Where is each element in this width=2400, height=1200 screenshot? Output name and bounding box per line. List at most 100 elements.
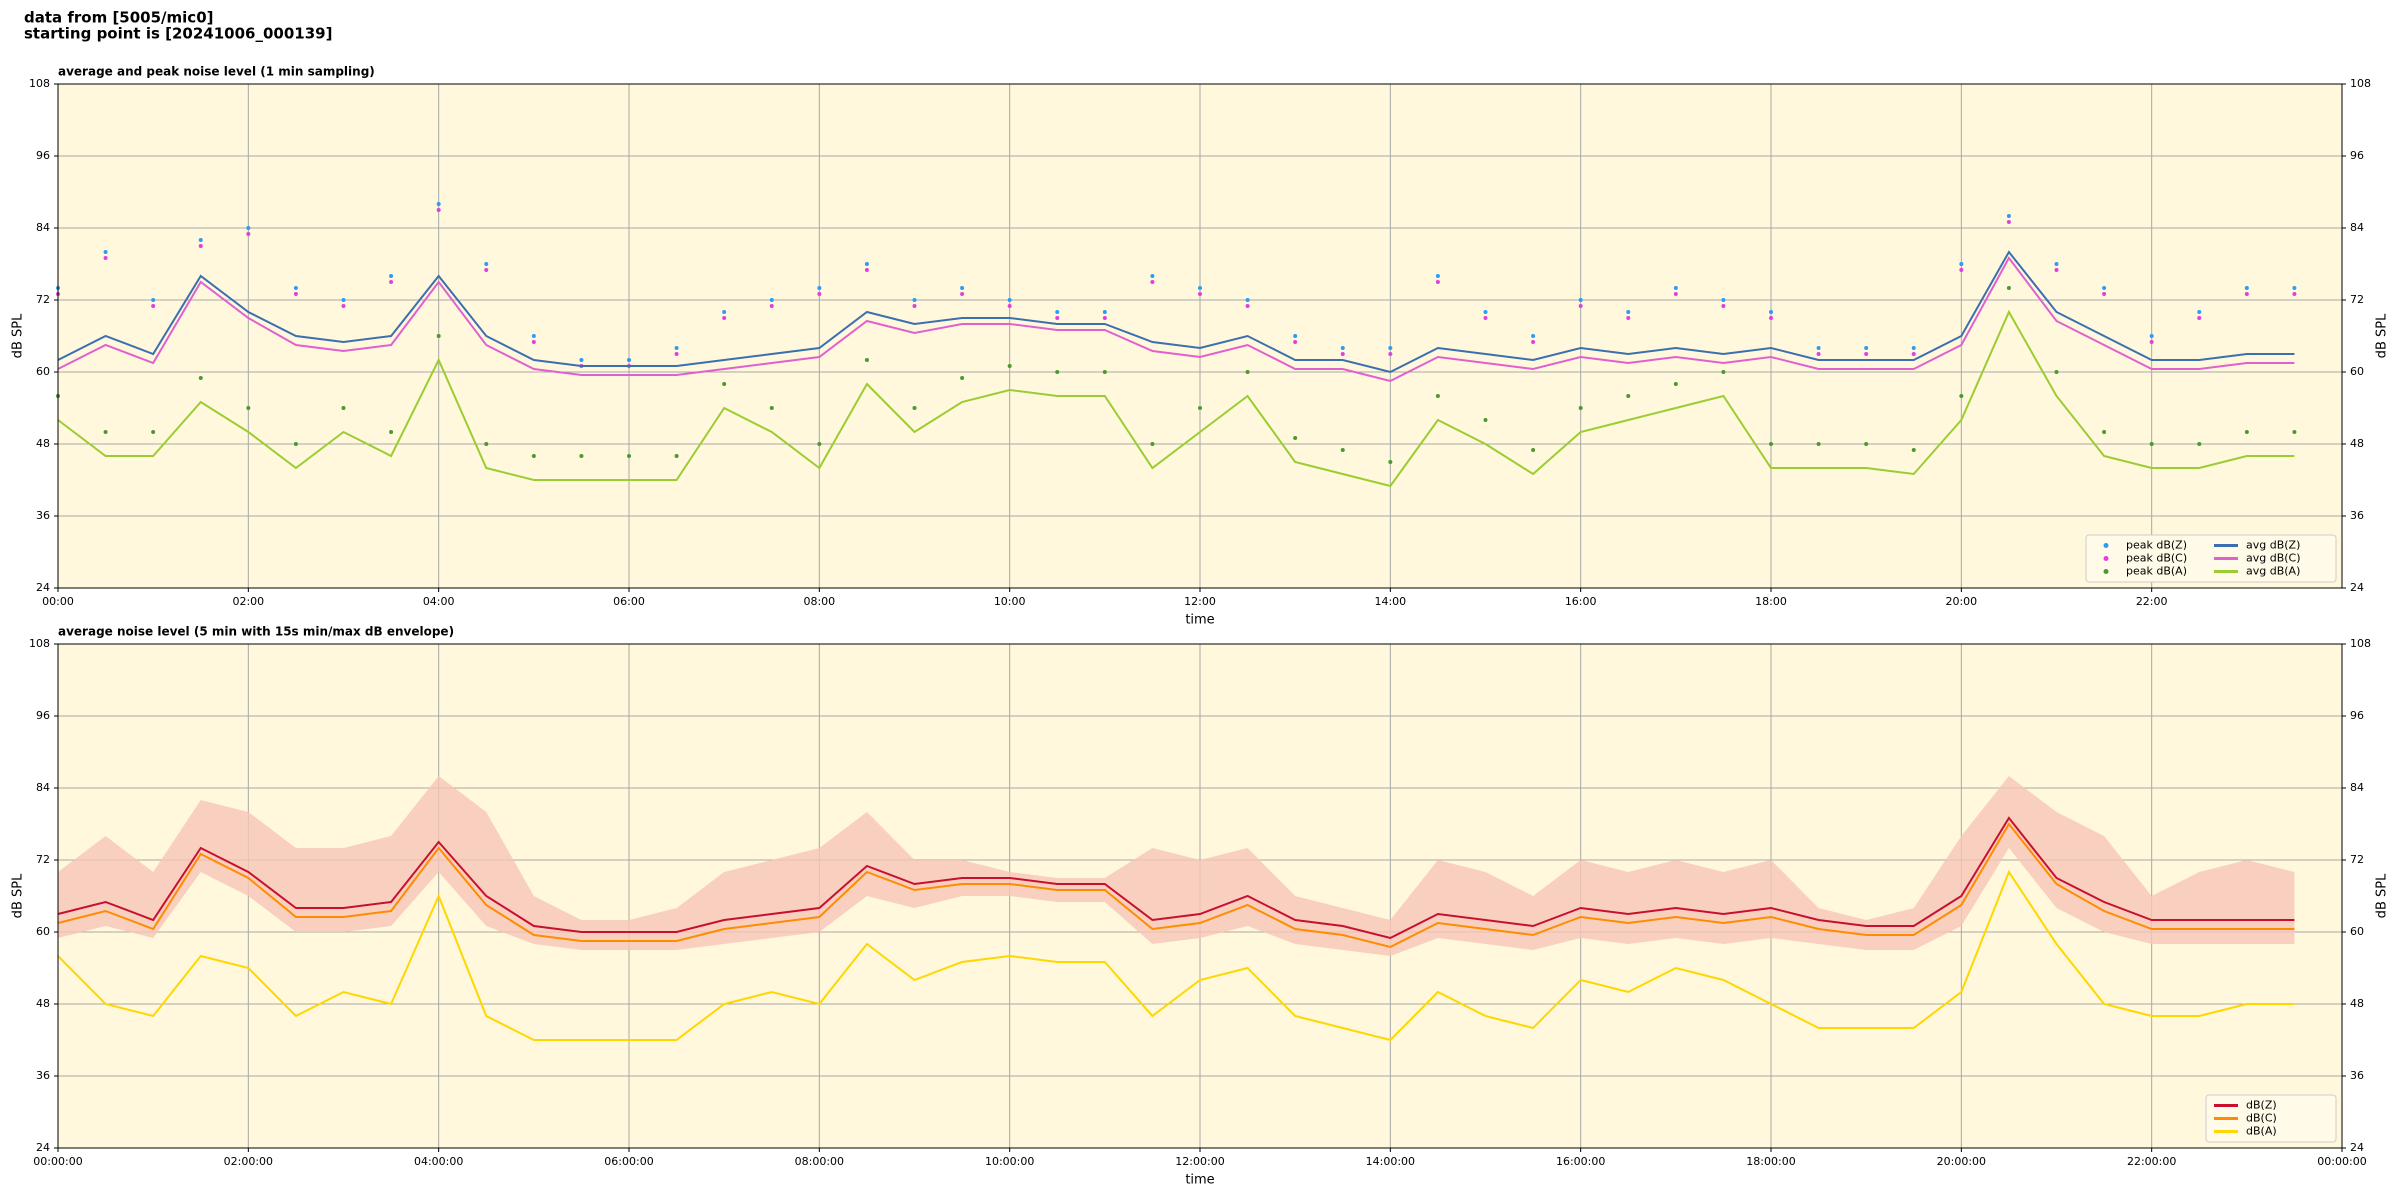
- y-axis-label: dB SPL: [11, 313, 26, 358]
- peak-point: [1293, 334, 1298, 338]
- peak-point: [1388, 352, 1393, 356]
- peak-point: [2054, 268, 2059, 272]
- peak-point: [1007, 304, 1012, 308]
- series-line: [57, 250, 2295, 374]
- x-tick-label: 12:00:00: [1175, 1155, 1224, 1168]
- x-tick-label: 18:00:00: [1746, 1155, 1795, 1168]
- peak-point: [1911, 448, 1916, 452]
- peak-point: [1673, 286, 1678, 290]
- y2-tick-label: 72: [2350, 853, 2364, 866]
- peak-point: [2006, 220, 2011, 224]
- peak-point: [293, 286, 298, 290]
- peak-point: [2292, 292, 2297, 296]
- peak-point: [864, 262, 869, 266]
- peak-point: [436, 202, 441, 206]
- x-tick-label: 14:00:00: [1366, 1155, 1415, 1168]
- peak-point: [151, 304, 156, 308]
- peak-point: [674, 346, 679, 350]
- peak-point: [2197, 316, 2202, 320]
- y2-tick-label: 96: [2350, 149, 2364, 162]
- x-tick-label: 02:00:00: [224, 1155, 273, 1168]
- x-tick-label: 20:00: [1945, 595, 1977, 608]
- peak-point: [1198, 292, 1202, 296]
- peak-point: [1483, 310, 1488, 314]
- peak-point: [1816, 346, 1821, 350]
- peak-point: [1626, 394, 1631, 398]
- x-tick-label: 20:00:00: [1937, 1155, 1986, 1168]
- series-line: [57, 256, 2295, 383]
- legend-label: peak dB(C): [2126, 552, 2187, 565]
- peak-point: [1150, 442, 1155, 446]
- series-line: [57, 816, 2295, 940]
- chart-title: average and peak noise level (1 min samp…: [58, 65, 375, 79]
- peak-point: [531, 334, 536, 338]
- y-tick-label: 60: [36, 925, 50, 938]
- peak-point: [579, 358, 584, 362]
- x-tick-label: 06:00:00: [604, 1155, 653, 1168]
- peak-point: [769, 304, 774, 308]
- series-line: [57, 309, 2295, 488]
- peak-point: [341, 406, 346, 410]
- y2-tick-label: 60: [2350, 365, 2364, 378]
- peak-point: [1626, 310, 1631, 314]
- peak-point: [1198, 406, 1202, 410]
- peak-point: [1769, 316, 1773, 320]
- peak-point: [817, 442, 822, 446]
- peak-point: [1293, 436, 1298, 440]
- legend-label: avg dB(Z): [2246, 539, 2300, 552]
- peak-point: [2197, 442, 2202, 446]
- peak-point: [2149, 340, 2154, 344]
- peak-point: [389, 430, 394, 434]
- legend-label: peak dB(Z): [2126, 539, 2187, 552]
- peak-point: [2054, 262, 2059, 266]
- y2-tick-label: 108: [2350, 77, 2371, 90]
- peak-point: [484, 268, 489, 272]
- peak-point: [864, 358, 869, 362]
- peak-point: [2244, 430, 2249, 434]
- x-axis-label: time: [1185, 1173, 1214, 1188]
- peak-point: [2054, 370, 2059, 374]
- y-tick-label: 48: [36, 997, 50, 1010]
- peak-point: [198, 238, 203, 242]
- y-tick-label: 48: [36, 437, 50, 450]
- y2-axis-label: dB SPL: [2375, 313, 2390, 358]
- peak-point: [960, 376, 965, 380]
- x-tick-label: 12:00: [1184, 595, 1216, 608]
- peak-point: [627, 358, 631, 362]
- legend-label: dB(Z): [2246, 1099, 2277, 1112]
- peak-point: [2244, 286, 2249, 290]
- peak-point: [1435, 394, 1440, 398]
- peak-point: [1721, 304, 1726, 308]
- x-tick-label: 02:00: [232, 595, 264, 608]
- y-tick-label: 36: [36, 1069, 50, 1082]
- y-tick-label: 36: [36, 509, 50, 522]
- peak-point: [341, 304, 346, 308]
- peak-point: [103, 256, 108, 260]
- legend-label: avg dB(A): [2246, 565, 2300, 578]
- peak-point: [151, 298, 156, 302]
- x-tick-label: 08:00:00: [795, 1155, 844, 1168]
- peak-point: [531, 340, 536, 344]
- peak-point: [1102, 310, 1107, 314]
- peak-point: [1673, 292, 1678, 296]
- peak-point: [1245, 370, 1250, 374]
- y-tick-label: 108: [29, 77, 50, 90]
- y2-tick-label: 108: [2350, 637, 2371, 650]
- peak-point: [1102, 316, 1107, 320]
- legend-label: dB(A): [2246, 1125, 2277, 1138]
- chart-title: average noise level (5 min with 15s min/…: [58, 625, 454, 639]
- peak-point: [1150, 280, 1155, 284]
- peak-point: [198, 244, 203, 248]
- x-tick-label: 00:00:00: [2317, 1155, 2366, 1168]
- peak-point: [1055, 370, 1060, 374]
- y-tick-label: 24: [36, 581, 50, 594]
- peak-point: [2149, 334, 2154, 338]
- peak-point: [579, 454, 584, 458]
- peak-point: [246, 232, 251, 236]
- peak-point: [1959, 394, 1964, 398]
- plot-frame: [57, 643, 2343, 1149]
- legend-swatch: [2103, 556, 2109, 561]
- peak-point: [1388, 460, 1393, 464]
- peak-point: [1102, 370, 1107, 374]
- x-tick-label: 08:00: [803, 595, 835, 608]
